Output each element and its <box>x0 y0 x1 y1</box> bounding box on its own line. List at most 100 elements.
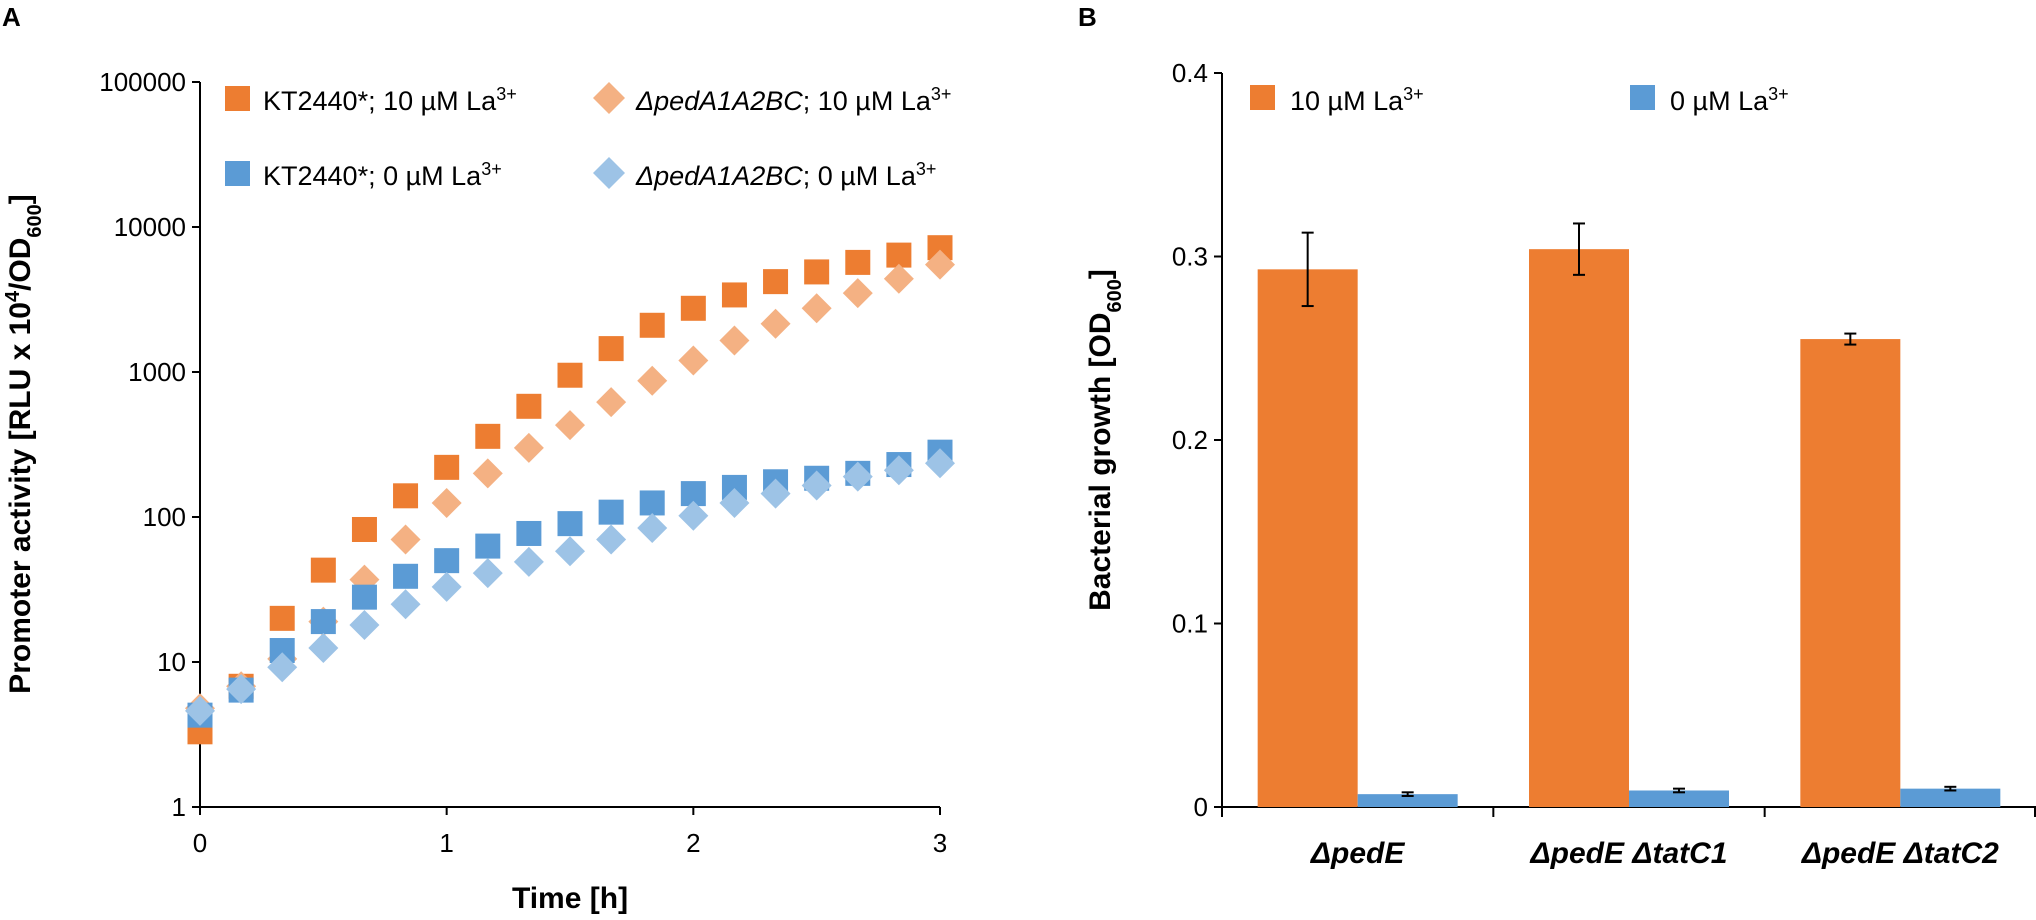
bar <box>1357 794 1458 807</box>
legend-sup: 3+ <box>496 84 517 104</box>
data-point-square <box>351 516 377 542</box>
data-point-square <box>434 548 460 574</box>
chart-a-y-ticks: 1 10 100 1000 10000 100000 <box>99 67 200 822</box>
data-point-diamond <box>185 695 215 726</box>
data-point-diamond <box>226 674 257 705</box>
chart-a-axes <box>199 82 940 808</box>
data-point-diamond <box>555 410 585 441</box>
data-point-diamond <box>925 448 955 479</box>
legend-text: 0 µM La <box>1670 86 1769 116</box>
y-tick-label: 0.2 <box>1172 425 1208 455</box>
data-point-square <box>310 557 336 583</box>
data-point-diamond <box>760 308 791 339</box>
y-tick-label: 0.4 <box>1172 58 1208 88</box>
data-point-diamond <box>513 546 544 577</box>
data-point-square <box>475 533 501 559</box>
data-point-diamond <box>555 536 585 567</box>
chart-b-y-label-sub: 600 <box>1104 279 1126 312</box>
legend-item-0um: 0 µM La3+ <box>1630 84 1789 116</box>
error-bar <box>1573 222 1585 276</box>
data-point-square <box>639 490 665 516</box>
data-point-diamond <box>678 345 709 376</box>
data-point-square <box>269 605 295 631</box>
data-point-square <box>721 282 747 308</box>
legend-text: 10 µM La <box>1290 86 1404 116</box>
legend-item-pedA1A2BC-0um: ΔpedA1A2BC; 0 µM La3+ <box>593 157 936 191</box>
legend-label-kt2440-10um: KT2440*; 10 µM La3+ <box>263 84 517 116</box>
chart-a-y-label-exp: 4 <box>2 290 24 302</box>
legend-label-0um: 0 µM La3+ <box>1670 84 1789 116</box>
x-tick-label: 3 <box>933 828 947 858</box>
data-point-diamond <box>390 524 421 555</box>
series-1 <box>185 249 955 724</box>
data-point-square <box>804 259 830 285</box>
bar <box>1900 788 2001 807</box>
data-point-diamond <box>801 293 832 324</box>
y-tick-label: 100000 <box>99 67 186 97</box>
data-point-diamond <box>842 461 873 492</box>
y-tick-label: 1 <box>172 792 186 822</box>
series-3 <box>185 448 955 726</box>
data-point-diamond <box>431 487 462 518</box>
y-tick-label: 100 <box>143 502 186 532</box>
data-point-square <box>763 269 789 295</box>
series-2 <box>187 439 953 728</box>
chart-b-bacterial-growth: 0 0.1 0.2 0.3 0.4 ΔpedE ΔpedE ΔtatC1 ΔpedE Δta… <box>1084 58 2036 870</box>
data-point-square <box>516 520 542 546</box>
chart-b-y-label: Bacterial growth [OD600] <box>1084 269 1126 611</box>
chart-a-y-label-main: Promoter activity [RLU x 10 <box>4 302 37 694</box>
chart-a-x-label: Time [h] <box>512 882 628 915</box>
x-tick-label: 0 <box>193 828 207 858</box>
error-bar <box>1673 787 1685 794</box>
legend-sup: 3+ <box>481 159 502 179</box>
data-point-diamond <box>760 478 791 509</box>
legend-item-pedA1A2BC-10um: ΔpedA1A2BC; 10 µM La3+ <box>593 82 951 116</box>
data-point-diamond <box>472 458 503 489</box>
x-tick-label: 2 <box>686 828 700 858</box>
legend-label-10um: 10 µM La3+ <box>1290 84 1424 116</box>
chart-b-y-label-end: ] <box>1084 269 1117 279</box>
data-point-diamond <box>267 652 298 683</box>
category-label: ΔpedE <box>1310 837 1405 870</box>
y-tick-label: 10000 <box>114 212 186 242</box>
chart-b-bars <box>1257 222 2001 808</box>
legend-item-kt2440-10um: KT2440*; 10 µM La3+ <box>225 84 517 116</box>
category-label: ΔpedE ΔtatC2 <box>1801 837 1999 870</box>
data-point-diamond <box>637 512 668 543</box>
y-tick-label: 0.1 <box>1172 609 1208 639</box>
legend-text: ; 10 µM La <box>803 86 932 116</box>
data-point-diamond <box>308 632 339 663</box>
legend-sup: 3+ <box>916 159 937 179</box>
chart-b-x-ticks: ΔpedE ΔpedE ΔtatC1 ΔpedE ΔtatC2 <box>1221 807 2036 870</box>
legend-text: KT2440*; 0 µM La <box>263 161 482 191</box>
legend-label-pedA1A2BC-0um: ΔpedA1A2BC; 0 µM La3+ <box>635 159 936 191</box>
data-point-diamond <box>678 500 709 531</box>
chart-b-y-label-main: Bacterial growth [OD <box>1084 313 1117 611</box>
data-point-square <box>639 312 665 338</box>
chart-a-x-ticks: 0 1 2 3 <box>193 807 947 858</box>
chart-a-y-label-end: ] <box>4 194 37 204</box>
panel-a-label: A <box>2 2 21 32</box>
legend-sup: 3+ <box>931 84 952 104</box>
data-point-square <box>598 336 624 362</box>
legend-label-kt2440-0um: KT2440*; 0 µM La3+ <box>263 159 502 191</box>
legend-text: KT2440*; 10 µM La <box>263 86 497 116</box>
y-tick-label: 10 <box>157 647 186 677</box>
data-point-diamond <box>349 609 380 640</box>
legend-swatch-blue <box>1630 85 1655 110</box>
legend-sup: 3+ <box>1403 84 1424 104</box>
legend-marker-square-orange <box>225 86 250 111</box>
series-0 <box>187 235 953 745</box>
data-point-diamond <box>719 487 750 518</box>
data-point-diamond <box>513 432 544 463</box>
y-tick-label: 1000 <box>128 357 186 387</box>
chart-a-legend: KT2440*; 10 µM La3+ ΔpedA1A2BC; 10 µM La… <box>225 82 951 191</box>
data-point-square <box>393 563 419 589</box>
data-point-square <box>516 393 542 419</box>
data-point-diamond <box>596 387 627 418</box>
data-point-diamond <box>925 249 955 280</box>
y-tick-label: 0.3 <box>1172 242 1208 272</box>
bar <box>1629 790 1729 807</box>
